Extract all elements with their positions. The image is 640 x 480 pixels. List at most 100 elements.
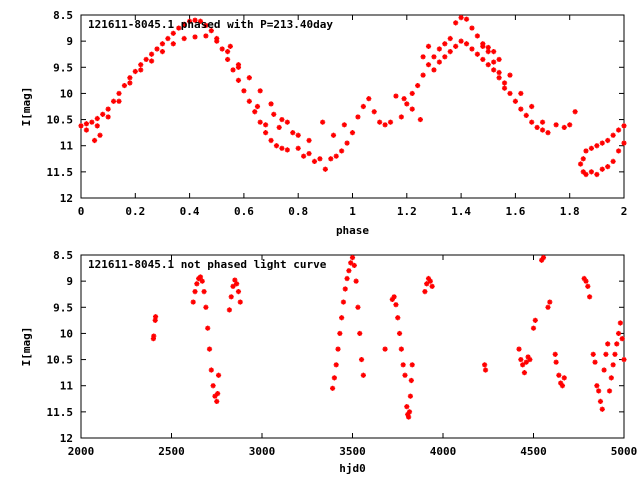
data-point <box>355 304 361 310</box>
x-tick-label: 1.6 <box>505 205 525 218</box>
data-point <box>235 77 242 83</box>
data-point <box>170 30 176 36</box>
data-point <box>246 98 252 104</box>
data-point <box>181 35 187 42</box>
data-point <box>330 132 337 138</box>
data-point <box>306 150 312 157</box>
data-point <box>420 54 426 60</box>
data-point <box>561 375 567 381</box>
data-point <box>599 140 605 146</box>
y-tick-label: 11.5 <box>47 406 74 419</box>
data-point <box>78 123 84 129</box>
data-point <box>521 370 528 376</box>
data-point <box>409 362 415 368</box>
data-point <box>83 127 90 133</box>
data-point <box>235 62 242 68</box>
data-point <box>491 67 497 73</box>
data-point <box>567 122 573 128</box>
data-point <box>127 75 133 81</box>
data-point <box>339 315 345 321</box>
data-point <box>553 359 559 365</box>
data-point <box>116 98 122 104</box>
data-point <box>132 68 138 75</box>
data-point <box>203 22 209 29</box>
data-point <box>257 88 263 94</box>
data-point <box>518 90 524 97</box>
data-point <box>458 38 464 44</box>
data-point <box>559 383 566 389</box>
data-point <box>393 302 399 308</box>
data-point <box>214 35 220 42</box>
data-point <box>333 153 339 159</box>
data-point <box>621 123 627 129</box>
x-tick-label: 2 <box>621 205 628 218</box>
data-point <box>605 164 611 170</box>
data-point <box>474 51 480 57</box>
data-point <box>230 283 236 289</box>
data-point <box>194 281 200 287</box>
data-point <box>241 88 247 94</box>
data-point <box>553 122 559 128</box>
data-point <box>463 41 470 47</box>
data-point <box>539 127 546 133</box>
data-point <box>273 143 280 149</box>
data-point <box>203 304 209 310</box>
data-point <box>284 147 290 153</box>
data-point <box>482 367 489 373</box>
data-point <box>206 346 213 352</box>
data-point <box>436 46 442 52</box>
data-point <box>252 109 258 115</box>
data-point <box>197 274 204 280</box>
y-axis-title: I[mag] <box>20 327 33 367</box>
data-point <box>398 346 404 352</box>
data-point <box>480 43 486 49</box>
data-point <box>400 362 406 368</box>
data-point <box>234 281 240 287</box>
panel-title: 121611-8045.1 not phased light curve <box>88 258 327 271</box>
data-point <box>572 109 578 115</box>
data-point <box>237 299 243 305</box>
x-tick-label: 3000 <box>249 445 276 458</box>
data-point <box>527 356 533 363</box>
data-point <box>212 393 218 399</box>
data-point <box>507 90 513 97</box>
data-point <box>587 294 593 300</box>
data-point <box>337 330 343 337</box>
data-point <box>469 25 475 31</box>
data-point <box>415 82 421 89</box>
data-point <box>235 289 242 295</box>
data-point <box>393 93 399 99</box>
data-point <box>581 275 587 282</box>
x-axis-title: hjd0 <box>339 462 366 475</box>
y-tick-label: 11 <box>60 140 74 153</box>
y-tick-label: 9.5 <box>53 61 73 74</box>
data-point <box>588 145 595 151</box>
y-tick-label: 11.5 <box>47 166 74 179</box>
y-tick-label: 9 <box>66 35 73 48</box>
data-point <box>491 49 497 55</box>
y-tick-label: 12 <box>60 192 73 205</box>
data-point <box>143 56 149 63</box>
data-point <box>610 158 616 164</box>
x-tick-label: 1 <box>349 205 356 218</box>
y-tick-label: 10.5 <box>47 354 74 367</box>
data-point <box>215 372 222 378</box>
data-point <box>335 346 341 352</box>
data-point <box>458 15 464 21</box>
data-point <box>295 132 301 138</box>
data-point <box>485 44 491 51</box>
data-point <box>496 56 502 63</box>
y-tick-label: 10.5 <box>47 114 74 127</box>
data-point <box>447 49 453 55</box>
data-point <box>170 41 176 47</box>
data-point <box>436 59 442 65</box>
data-point <box>417 116 423 123</box>
data-point <box>518 356 524 363</box>
data-point <box>525 354 531 360</box>
data-point <box>404 404 410 410</box>
data-point <box>192 17 198 23</box>
data-point <box>512 98 518 104</box>
data-point <box>387 119 394 125</box>
data-point <box>485 62 491 68</box>
data-point <box>530 325 537 331</box>
